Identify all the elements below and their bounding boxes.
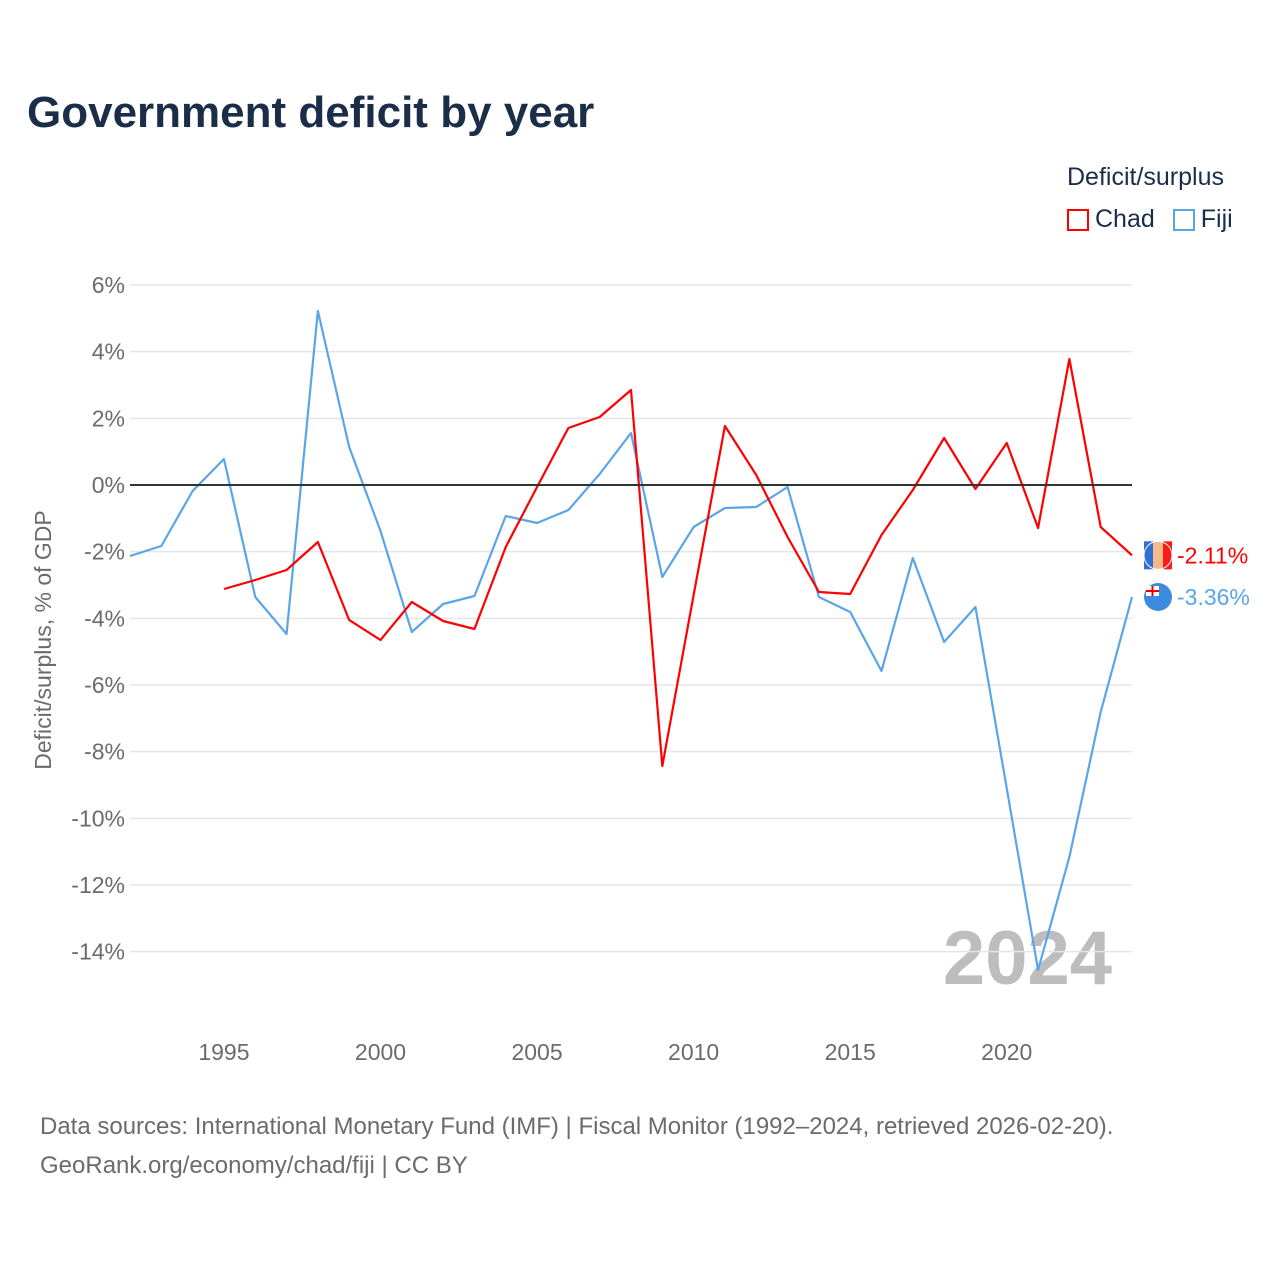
y-tick-label: -10%	[71, 805, 125, 831]
legend: Chad Fiji	[1067, 205, 1233, 234]
y-tick-label: -6%	[84, 672, 125, 698]
legend-label-chad: Chad	[1095, 205, 1155, 233]
x-tick-label: 2005	[511, 1039, 562, 1065]
chad-flag-border	[1143, 540, 1173, 570]
source-note: Data sources: International Monetary Fun…	[40, 1107, 1113, 1185]
y-tick-label: -14%	[71, 939, 125, 965]
y-tick-label: -4%	[84, 605, 125, 631]
x-tick-label: 2020	[981, 1039, 1032, 1065]
x-tick-label: 1995	[198, 1039, 249, 1065]
x-tick-label: 2015	[825, 1039, 876, 1065]
y-tick-label: 2%	[92, 405, 125, 431]
source-line-1: Data sources: International Monetary Fun…	[40, 1113, 1114, 1140]
y-tick-label: 0%	[92, 472, 125, 498]
y-tick-label: -12%	[71, 872, 125, 898]
x-tick-label: 2000	[355, 1039, 406, 1065]
end-value-label-chad: -2.11%	[1177, 542, 1248, 568]
x-tick-label: 2010	[668, 1039, 719, 1065]
source-line-2[interactable]: GeoRank.org/economy/chad/fiji | CC BY	[40, 1152, 468, 1179]
legend-swatch-fiji	[1172, 208, 1195, 231]
chad-flag-stripe-blue	[1144, 541, 1153, 570]
legend-label-fiji: Fiji	[1200, 205, 1233, 233]
series-line-fiji	[129, 309, 1134, 972]
y-tick-label: 4%	[92, 339, 125, 365]
chad-flag-stripe-yellow	[1153, 541, 1163, 570]
legend-title: Deficit/surplus	[1067, 163, 1224, 191]
chad-flag-stripe-red	[1163, 541, 1172, 570]
y-axis-label: Deficit/surplus, % of GDP	[30, 510, 56, 769]
end-value-label-fiji: -3.36%	[1177, 584, 1250, 610]
chart-title: Government deficit by year	[27, 88, 595, 137]
legend-swatch-chad	[1067, 208, 1089, 231]
y-tick-label: -2%	[84, 539, 125, 565]
legend-item-fiji[interactable]: Fiji	[1172, 205, 1233, 234]
year-watermark: 2024	[943, 916, 1112, 1001]
y-tick-label: 6%	[92, 272, 125, 298]
legend-item-chad[interactable]: Chad	[1067, 205, 1155, 234]
y-tick-label: -8%	[84, 739, 125, 765]
series-line-chad	[223, 357, 1133, 768]
